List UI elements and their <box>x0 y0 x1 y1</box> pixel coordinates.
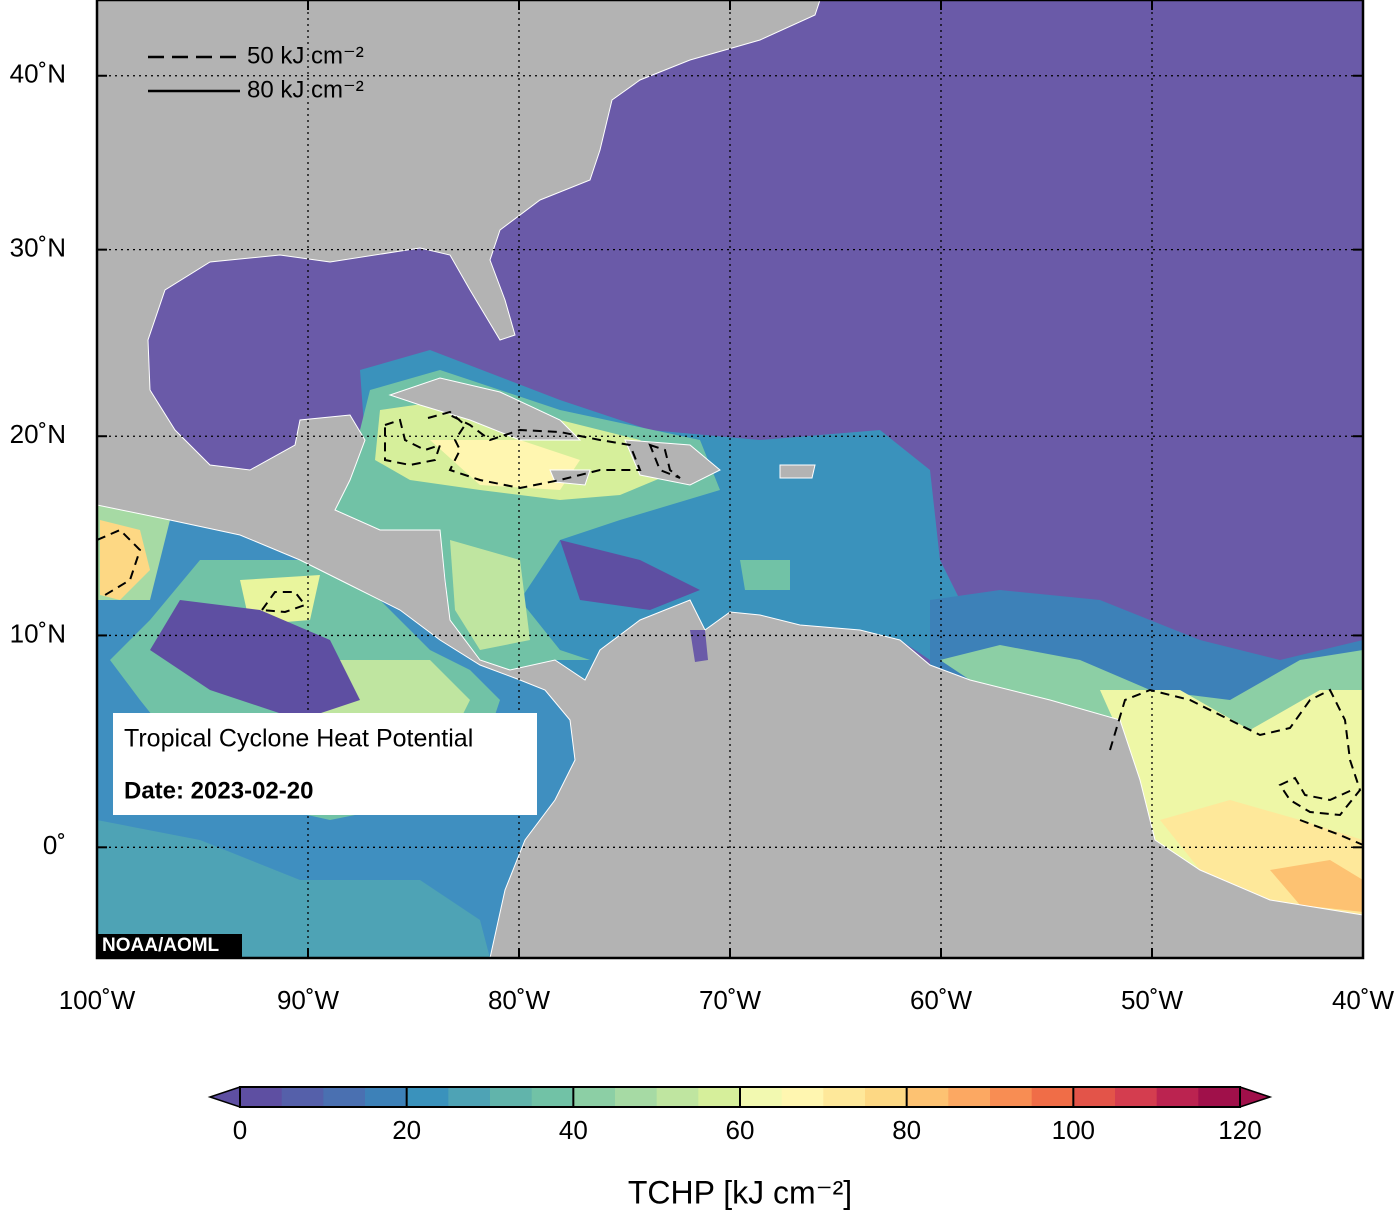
island <box>779 464 816 479</box>
legend-label: 50 kJ cm⁻² <box>247 42 364 69</box>
x-tick-label: 70˚W <box>699 985 762 1015</box>
colorbar-segment <box>448 1087 491 1107</box>
colorbar-label: TCHP [kJ cm⁻²] <box>628 1174 852 1210</box>
contour-line <box>427 410 642 490</box>
credit: NOAA/AOML <box>102 935 220 956</box>
colorbar-segment <box>1156 1087 1199 1107</box>
legend-label: 80 kJ cm⁻² <box>247 76 364 103</box>
colorbar-segment <box>1115 1087 1158 1107</box>
colorbar-segment <box>1073 1087 1116 1107</box>
colorbar-segment <box>573 1087 616 1107</box>
colorbar-segment <box>490 1087 533 1107</box>
colorbar-segment <box>865 1087 908 1107</box>
colorbar-segment <box>781 1087 824 1107</box>
colorbar-segment <box>990 1087 1033 1107</box>
colorbar-segment <box>698 1087 741 1107</box>
colorbar-tick-label: 60 <box>726 1115 755 1145</box>
colorbar-segment <box>1198 1087 1241 1107</box>
tchp-field <box>430 440 580 490</box>
colorbar-segment <box>906 1087 949 1107</box>
contour-line <box>97 528 142 599</box>
map-title: Tropical Cyclone Heat Potential <box>124 725 473 753</box>
land <box>97 0 1363 958</box>
colorbar-segment <box>365 1087 408 1107</box>
x-tick-label: 80˚W <box>488 985 551 1015</box>
x-tick-label: 60˚W <box>910 985 973 1015</box>
colorbar-segment <box>948 1087 991 1107</box>
island <box>388 377 582 441</box>
tchp-field <box>100 520 150 600</box>
credit-box <box>97 934 242 958</box>
colorbar-segment <box>615 1087 658 1107</box>
contour-line <box>1109 688 1362 817</box>
colorbar-segment <box>323 1087 366 1107</box>
contour-line <box>260 591 307 614</box>
colorbar-segment <box>823 1087 866 1107</box>
info-box <box>113 713 537 815</box>
tchp-field <box>560 540 700 610</box>
x-tick-label: 100˚W <box>59 985 136 1015</box>
colorbar-segment <box>281 1087 324 1107</box>
y-tick-label: 20˚N <box>10 419 66 449</box>
tchp-field <box>1270 860 1363 912</box>
colorbar-tick-label: 120 <box>1218 1115 1261 1145</box>
contour-line <box>384 418 442 467</box>
date-label: Date: 2023-02-20 <box>124 777 313 804</box>
x-tick-label: 90˚W <box>277 985 340 1015</box>
colorbar-extend-low <box>207 1085 241 1109</box>
lake <box>690 630 708 662</box>
colorbar-segment <box>531 1087 574 1107</box>
colorbar-tick-label: 80 <box>892 1115 921 1145</box>
colorbar-extend-high <box>1239 1085 1273 1109</box>
colorbar-tick-label: 100 <box>1052 1115 1095 1145</box>
colorbar-tick-label: 40 <box>559 1115 588 1145</box>
y-tick-label: 10˚N <box>10 618 66 648</box>
colorbar-segment <box>406 1087 449 1107</box>
tchp-field <box>450 540 530 650</box>
colorbar-tick-label: 0 <box>233 1115 247 1145</box>
x-tick-label: 50˚W <box>1121 985 1184 1015</box>
colorbar-segment <box>740 1087 783 1107</box>
y-tick-label: 40˚N <box>10 59 66 89</box>
y-tick-label: 0˚ <box>43 830 66 860</box>
colorbar-tick-label: 20 <box>392 1115 421 1145</box>
colorbar-segment <box>240 1087 283 1107</box>
contour-line <box>648 443 681 479</box>
colorbar-segment <box>656 1087 699 1107</box>
colorbar-segment <box>1031 1087 1074 1107</box>
y-tick-label: 30˚N <box>10 233 66 263</box>
x-tick-label: 40˚W <box>1332 985 1395 1015</box>
tchp-field <box>740 560 790 590</box>
tchp-field <box>97 820 490 958</box>
